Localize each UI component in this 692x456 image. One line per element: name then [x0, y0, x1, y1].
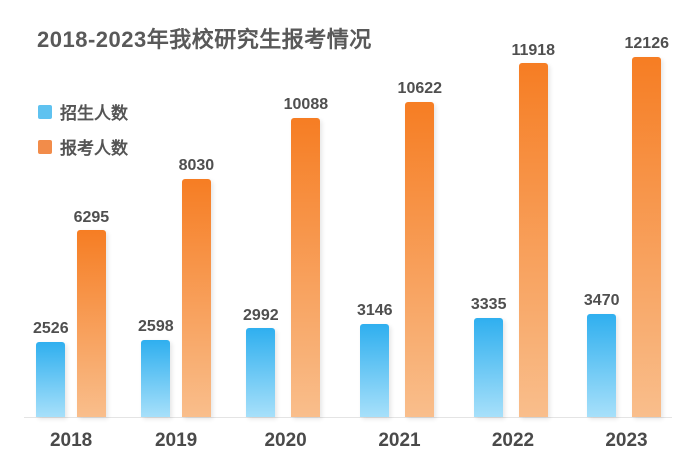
bar-wrap: 2598 [138, 318, 174, 417]
x-axis-label-2023: 2023 [605, 430, 648, 451]
legend-swatch-orange-icon [38, 139, 52, 154]
enrollment-bar-2020 [246, 328, 276, 417]
bar-value-label: 10088 [283, 95, 329, 113]
bar-group-2018: 2526 6295 2018 [33, 208, 110, 451]
legend-item-enrollment: 招生人数 [38, 99, 128, 124]
bar-value-label: 8030 [178, 157, 215, 175]
bar-group-2019: 2598 8030 2019 [138, 157, 215, 451]
applicants-bar-2019 [181, 178, 211, 417]
bar-group-2021: 3146 10622 2021 [357, 80, 443, 451]
bar-wrap: 3146 [357, 302, 393, 417]
applicants-bar-2023 [632, 57, 662, 417]
applicants-bar-2018 [76, 230, 106, 417]
bar-wrap: 12126 [624, 35, 670, 417]
bar-wrap: 3470 [584, 292, 620, 417]
bar-value-label: 2992 [243, 306, 279, 324]
bar-value-label: 3335 [470, 296, 507, 314]
x-axis-label-2020: 2020 [264, 430, 307, 451]
legend-item-applicants: 报考人数 [38, 134, 128, 159]
applicants-bar-2020 [291, 117, 321, 417]
x-axis-line [24, 417, 672, 418]
x-axis-label-2019: 2019 [154, 430, 198, 451]
x-axis-label-2021: 2021 [378, 430, 421, 451]
bar-wrap: 2526 [33, 320, 69, 417]
enrollment-bar-2023 [587, 314, 617, 417]
x-axis-label-2018: 2018 [49, 430, 93, 451]
enrollment-bar-2019 [141, 339, 171, 417]
bar-value-label: 6295 [73, 208, 110, 226]
x-axis-label-2022: 2022 [491, 430, 535, 451]
plot-area: 2526 6295 2018 2598 8030 2019 2992 10088 2020 314… [24, 35, 672, 456]
enrollment-bar-2021 [360, 323, 390, 417]
bar-value-label: 3146 [356, 302, 393, 320]
bar-value-label: 12126 [624, 35, 670, 53]
bar-wrap: 6295 [73, 208, 110, 417]
bar-wrap: 8030 [178, 157, 215, 417]
bar-wrap: 10622 [397, 80, 443, 417]
bar-group-2020: 2992 10088 2020 [243, 95, 329, 451]
bar-value-label: 10622 [397, 80, 443, 98]
bar-wrap: 3335 [470, 296, 507, 417]
bar-value-label: 11918 [511, 41, 556, 59]
bar-groups: 2526 6295 2018 2598 8030 2019 2992 10088 2020 314… [33, 35, 669, 451]
bar-value-label: 2598 [138, 318, 174, 336]
bar-wrap: 11918 [511, 42, 555, 417]
legend-label-enrollment: 招生人数 [60, 104, 128, 123]
bar-group-2023: 3470 12126 2023 [584, 35, 670, 451]
chart-title: 2018-2023年我校研究生报考情况 [37, 27, 372, 52]
legend-label-applicants: 报考人数 [60, 139, 128, 158]
bar-value-label: 2526 [33, 320, 69, 338]
enrollment-bar-2022 [474, 318, 504, 417]
bar-value-label: 3470 [583, 292, 620, 310]
bar-wrap: 10088 [283, 95, 329, 417]
applicants-bar-2022 [518, 63, 548, 417]
bar-group-2022: 3335 11918 2022 [470, 42, 555, 451]
legend: 招生人数 报考人数 [38, 99, 128, 159]
enrollment-bar-2018 [36, 342, 66, 417]
bar-wrap: 2992 [243, 307, 279, 417]
legend-swatch-blue-icon [38, 104, 52, 119]
applicants-bar-2021 [405, 101, 435, 417]
